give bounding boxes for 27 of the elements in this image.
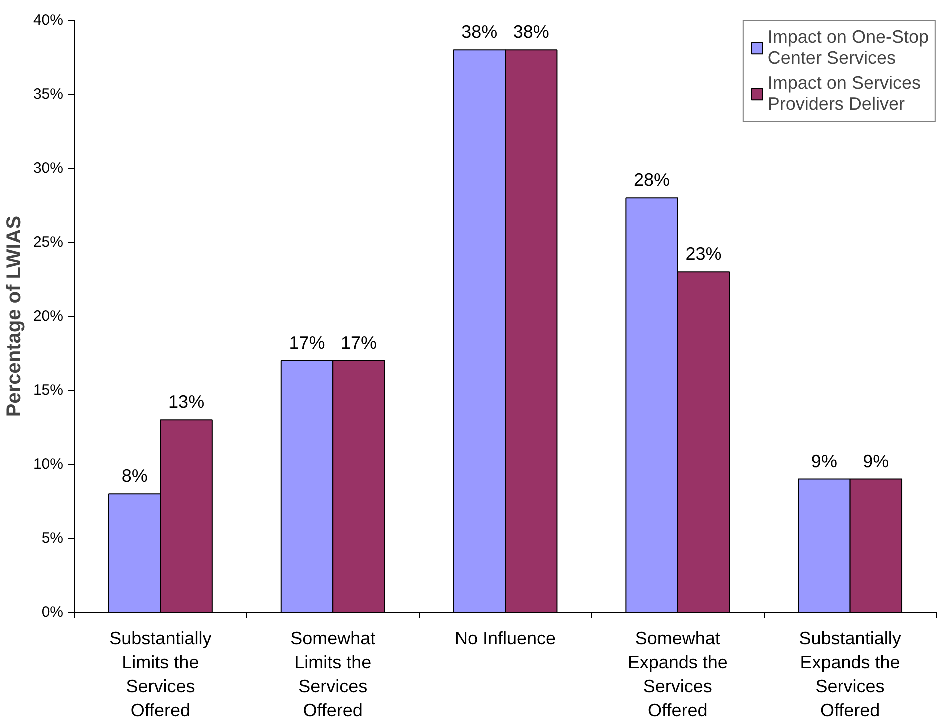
data-label: 9%	[863, 451, 890, 472]
y-tick-label: 30%	[33, 160, 64, 177]
x-tick-label: Substantially Limits the Services Offered	[110, 628, 212, 720]
y-tick-label: 25%	[33, 234, 64, 251]
legend-label: Impact on One-Stop Center Services	[768, 27, 929, 69]
data-label: 9%	[811, 451, 838, 472]
data-label: 28%	[634, 170, 670, 190]
y-tick-label: 40%	[33, 12, 64, 29]
data-label: 8%	[122, 466, 148, 486]
y-tick-label: 0%	[42, 604, 64, 621]
data-label: 38%	[462, 22, 498, 42]
y-tick-label: 10%	[33, 456, 64, 473]
data-label: 17%	[340, 332, 377, 353]
legend-label: Impact on Services Providers Deliver	[768, 73, 921, 115]
x-tick-label: Somewhat Limits the Services Offered	[290, 628, 376, 720]
data-label: 38%	[513, 22, 550, 42]
y-tick-label: 20%	[33, 308, 64, 325]
data-label: 23%	[686, 244, 722, 264]
x-tick-label: Somewhat Expands the Services Offered	[628, 628, 728, 720]
y-tick-label: 15%	[33, 382, 64, 399]
x-tick-label: Substantially Expands the Services Offered	[799, 628, 902, 720]
y-tick-label: 35%	[33, 86, 64, 103]
x-tick-label: No Influence	[454, 628, 556, 648]
data-label: 17%	[289, 332, 326, 353]
data-label: 13%	[168, 392, 205, 412]
y-tick-label: 5%	[42, 530, 64, 547]
y-axis-title: Percentage of LWIAS	[3, 216, 26, 418]
